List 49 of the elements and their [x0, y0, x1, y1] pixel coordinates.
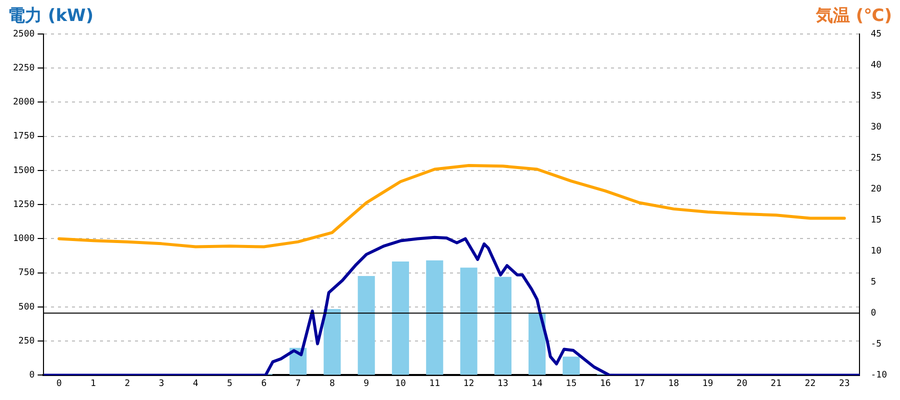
x-tick-label: 15	[566, 378, 577, 389]
y-tick-label: 2500	[12, 29, 35, 40]
y2-axis-title: 気温 (℃)	[816, 5, 892, 27]
x-tick-label: 2	[124, 378, 130, 389]
y-axis-title: 電力 (kW)	[8, 5, 94, 27]
x-tick-label: 20	[736, 378, 748, 389]
y-tick-label: 750	[18, 268, 35, 278]
x-tick-label: 0	[56, 378, 62, 389]
y2-tick-label: 25	[870, 153, 882, 164]
y-tick-label: 1500	[12, 166, 35, 176]
y-tick-label: 500	[18, 302, 35, 312]
y2-tick-label: 30	[870, 122, 882, 132]
y2-tick-label: 40	[870, 60, 882, 70]
x-tick-label: 17	[634, 378, 645, 389]
x-tick-label: 22	[804, 378, 816, 389]
x-tick-label: 19	[702, 378, 714, 389]
y2-tick-label: 35	[870, 91, 882, 102]
y-tick-label: 2000	[12, 98, 35, 108]
y-tick-label: 2250	[12, 63, 35, 74]
y2-tick-label: 5	[870, 277, 876, 288]
y2-tick-label: 20	[870, 184, 882, 194]
x-tick-label: 11	[429, 378, 440, 389]
x-tick-label: 14	[532, 378, 542, 389]
x-tick-label: 7	[295, 378, 301, 389]
y2-tick-label: 0	[870, 308, 876, 319]
x-tick-label: 18	[668, 378, 680, 389]
y2-tick-label: 45	[870, 29, 882, 40]
x-tick-label: 16	[600, 378, 611, 389]
y2-tick-label: -5	[870, 340, 882, 350]
y2-tick-label: 10	[870, 246, 882, 256]
x-tick-label: 12	[463, 378, 474, 389]
x-tick-label: 8	[329, 378, 335, 389]
y-tick-label: 1000	[12, 234, 35, 244]
x-tick-label: 3	[158, 378, 164, 389]
x-tick-label: 9	[364, 378, 370, 389]
x-tick-label: 5	[227, 378, 232, 389]
x-tick-label: 21	[770, 378, 782, 389]
x-tick-label: 10	[395, 378, 406, 389]
x-tick-label: 23	[838, 378, 850, 389]
x-tick-label: 4	[192, 378, 198, 389]
y2-tick-label: -10	[870, 370, 888, 381]
x-tick-label: 13	[498, 378, 508, 389]
y-tick-label: 1250	[12, 200, 35, 210]
y-tick-label: 250	[18, 336, 35, 346]
x-tick-label: 1	[90, 378, 96, 389]
y-tick-label: 0	[29, 370, 35, 381]
y-tick-label: 1750	[12, 132, 35, 142]
y2-tick-label: 15	[870, 215, 882, 226]
x-tick-label: 6	[261, 378, 267, 389]
